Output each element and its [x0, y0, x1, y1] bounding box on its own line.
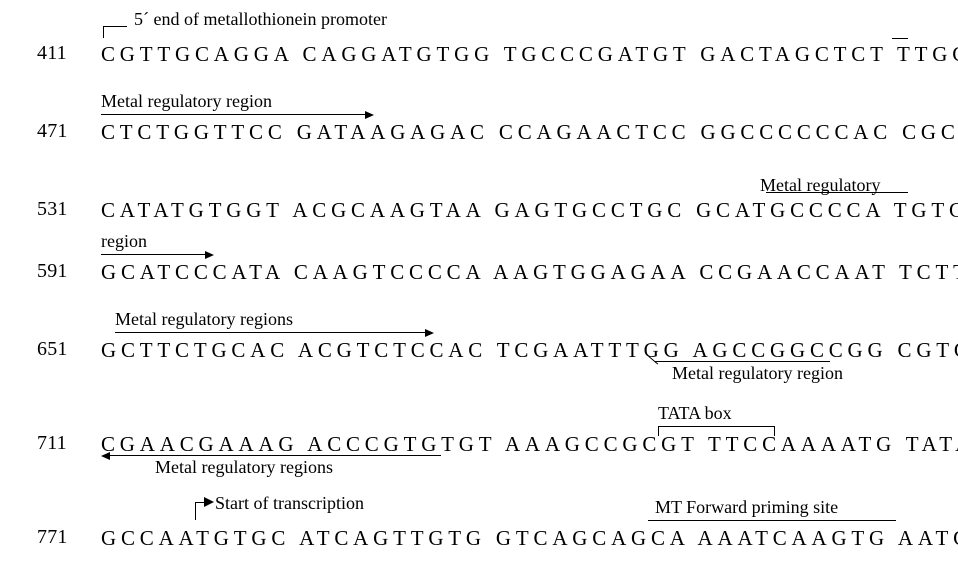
position-number: 591	[37, 260, 68, 283]
transcription-start-tick	[195, 502, 196, 520]
transcription-start-label: Start of transcription	[215, 493, 364, 514]
metal-reg-region-arrow	[101, 114, 365, 115]
position-number: 771	[37, 526, 68, 549]
position-number: 531	[37, 198, 68, 221]
position-number: 411	[37, 42, 67, 65]
sequence-row: GCCAATGTGC ATCAGTTGTG GTCAGCAGCA AAATCAA…	[101, 526, 958, 551]
position-number: 651	[37, 338, 68, 361]
five-prime-tick	[103, 26, 104, 38]
sequence-row: CGTTGCAGGA CAGGATGTGG TGCCCGATGT GACTAGC…	[101, 42, 958, 67]
position-number: 471	[37, 120, 68, 143]
metal-reg-regions-left-label: Metal regulatory regions	[155, 457, 333, 478]
metal-reg-region-label: Metal regulatory region	[101, 91, 272, 112]
sequence-row: CTCTGGTTCC GATAAGAGAC CCAGAACTCC GGCCCCC…	[101, 120, 958, 145]
tata-box-line	[658, 426, 774, 427]
five-prime-line	[103, 26, 127, 27]
metal-reg-region-underline	[655, 361, 830, 362]
tata-box-tick-left	[658, 426, 659, 436]
metal-reg-regions-left-arrow	[110, 455, 441, 456]
sequence-row: CGAACGAAAG ACCCGTGTGT AAAGCCGCGT TTCCAAA…	[101, 432, 958, 457]
sequence-row: GCTTCTGCAC ACGTCTCCAC TCGAATTTGG AGCCGGC…	[101, 338, 958, 363]
metal-reg-regions-arrow	[115, 332, 425, 333]
transcription-start-arrowhead	[204, 497, 214, 507]
metal-reg-split-label-2: region	[101, 231, 147, 252]
sequence-row: CATATGTGGT ACGCAAGTAA GAGTGCCTGC GCATGCC…	[101, 198, 958, 223]
metal-reg-regions-label: Metal regulatory regions	[115, 309, 293, 330]
transcription-start-shaft	[195, 502, 204, 503]
sequence-row: GCATCCCATA CAAGTCCCCA AAGTGGAGAA CCGAACC…	[101, 260, 958, 285]
mt-forward-underline	[648, 520, 896, 521]
metal-reg-region-underline-label: Metal regulatory region	[672, 363, 843, 384]
mt-forward-label: MT Forward priming site	[655, 497, 838, 518]
tata-box-tick-right	[774, 426, 775, 436]
sequence-annotation-diagram: { "font": {"family": "Times New Roman", …	[0, 0, 958, 574]
five-prime-label: 5´ end of metallothionein promoter	[134, 9, 387, 30]
metal-reg-region-overline-prev	[892, 38, 908, 39]
tata-box-label: TATA box	[658, 403, 732, 424]
position-number: 711	[37, 432, 67, 455]
metal-reg-split-overline-prev	[766, 192, 908, 193]
metal-reg-split-arrow	[101, 254, 205, 255]
